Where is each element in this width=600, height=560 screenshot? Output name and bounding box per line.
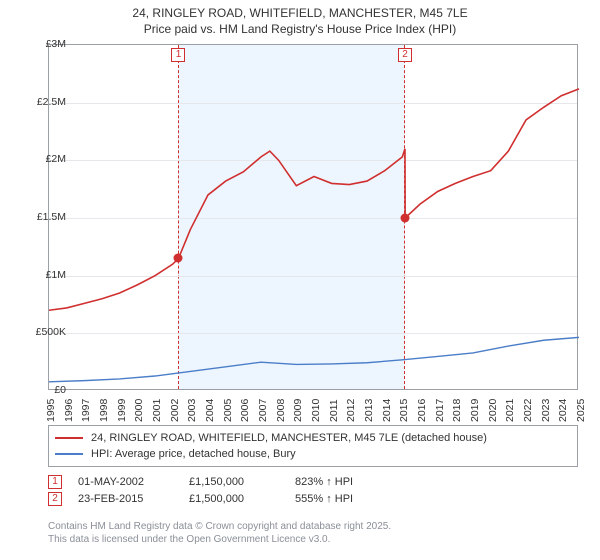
x-axis-label: 2025: [575, 399, 587, 422]
x-axis-label: 2001: [151, 399, 163, 422]
transaction-pct: 555% ↑ HPI: [295, 493, 395, 505]
x-axis-label: 1995: [45, 399, 57, 422]
x-axis-label: 2021: [504, 399, 516, 422]
x-axis-label: 2004: [204, 399, 216, 422]
marker-box-1: 1: [171, 48, 185, 62]
x-axis-label: 1999: [116, 399, 128, 422]
legend-row-property: 24, RINGLEY ROAD, WHITEFIELD, MANCHESTER…: [55, 430, 571, 446]
x-axis-label: 2018: [451, 399, 463, 422]
transaction-row: 1 01-MAY-2002 £1,150,000 823% ↑ HPI: [48, 475, 578, 489]
legend-label-property: 24, RINGLEY ROAD, WHITEFIELD, MANCHESTER…: [91, 430, 487, 446]
x-axis-label: 2003: [186, 399, 198, 422]
chart-plot-area: 12: [48, 44, 578, 390]
legend-label-hpi: HPI: Average price, detached house, Bury: [91, 446, 296, 462]
x-axis-label: 2019: [469, 399, 481, 422]
x-axis-label: 2007: [257, 399, 269, 422]
legend-swatch-property: [55, 437, 83, 439]
x-axis-label: 2022: [522, 399, 534, 422]
x-axis-label: 2006: [239, 399, 251, 422]
x-axis-label: 1998: [98, 399, 110, 422]
marker-dot-2: [400, 214, 409, 223]
legend-swatch-hpi: [55, 453, 83, 455]
x-axis-label: 2020: [487, 399, 499, 422]
x-axis-label: 2024: [557, 399, 569, 422]
transaction-marker-1: 1: [48, 475, 62, 489]
title-line-2: Price paid vs. HM Land Registry's House …: [0, 22, 600, 36]
titles: 24, RINGLEY ROAD, WHITEFIELD, MANCHESTER…: [0, 0, 600, 38]
x-axis-label: 2016: [416, 399, 428, 422]
y-axis-label: £500K: [22, 326, 66, 338]
x-axis-label: 2011: [328, 399, 340, 422]
series-line-hpi: [49, 337, 579, 381]
legend-row-hpi: HPI: Average price, detached house, Bury: [55, 446, 571, 462]
x-axis-label: 2014: [381, 399, 393, 422]
transaction-pct: 823% ↑ HPI: [295, 476, 395, 488]
x-axis-label: 2012: [345, 399, 357, 422]
transaction-row: 2 23-FEB-2015 £1,500,000 555% ↑ HPI: [48, 492, 578, 506]
chart-container: 24, RINGLEY ROAD, WHITEFIELD, MANCHESTER…: [0, 0, 600, 560]
transaction-marker-2: 2: [48, 492, 62, 506]
x-axis-label: 2017: [434, 399, 446, 422]
footnote-line-2: This data is licensed under the Open Gov…: [48, 533, 578, 546]
x-axis-label: 1996: [63, 399, 75, 422]
transaction-date: 01-MAY-2002: [78, 476, 173, 488]
x-axis-label: 2000: [133, 399, 145, 422]
transaction-price: £1,500,000: [189, 493, 279, 505]
transaction-price: £1,150,000: [189, 476, 279, 488]
y-axis-label: £2M: [22, 153, 66, 165]
legend-box: 24, RINGLEY ROAD, WHITEFIELD, MANCHESTER…: [48, 425, 578, 467]
title-line-1: 24, RINGLEY ROAD, WHITEFIELD, MANCHESTER…: [0, 6, 600, 20]
footnote-line-1: Contains HM Land Registry data © Crown c…: [48, 520, 578, 533]
transaction-table: 1 01-MAY-2002 £1,150,000 823% ↑ HPI 2 23…: [48, 472, 578, 509]
marker-dot-1: [174, 254, 183, 263]
x-axis-label: 2015: [398, 399, 410, 422]
x-axis-label: 2008: [275, 399, 287, 422]
x-axis-label: 2002: [169, 399, 181, 422]
y-axis-label: £3M: [22, 38, 66, 50]
y-axis-label: £1M: [22, 269, 66, 281]
series-line-property_price: [49, 89, 579, 310]
x-axis-label: 2023: [540, 399, 552, 422]
chart-svg: [49, 45, 577, 389]
x-axis-label: 2010: [310, 399, 322, 422]
transaction-date: 23-FEB-2015: [78, 493, 173, 505]
y-axis-label: £0: [22, 384, 66, 396]
x-axis-label: 2009: [292, 399, 304, 422]
y-axis-label: £2.5M: [22, 96, 66, 108]
x-axis-label: 1997: [80, 399, 92, 422]
footnote: Contains HM Land Registry data © Crown c…: [48, 520, 578, 546]
marker-box-2: 2: [398, 48, 412, 62]
x-axis-label: 2013: [363, 399, 375, 422]
y-axis-label: £1.5M: [22, 211, 66, 223]
x-axis-label: 2005: [222, 399, 234, 422]
